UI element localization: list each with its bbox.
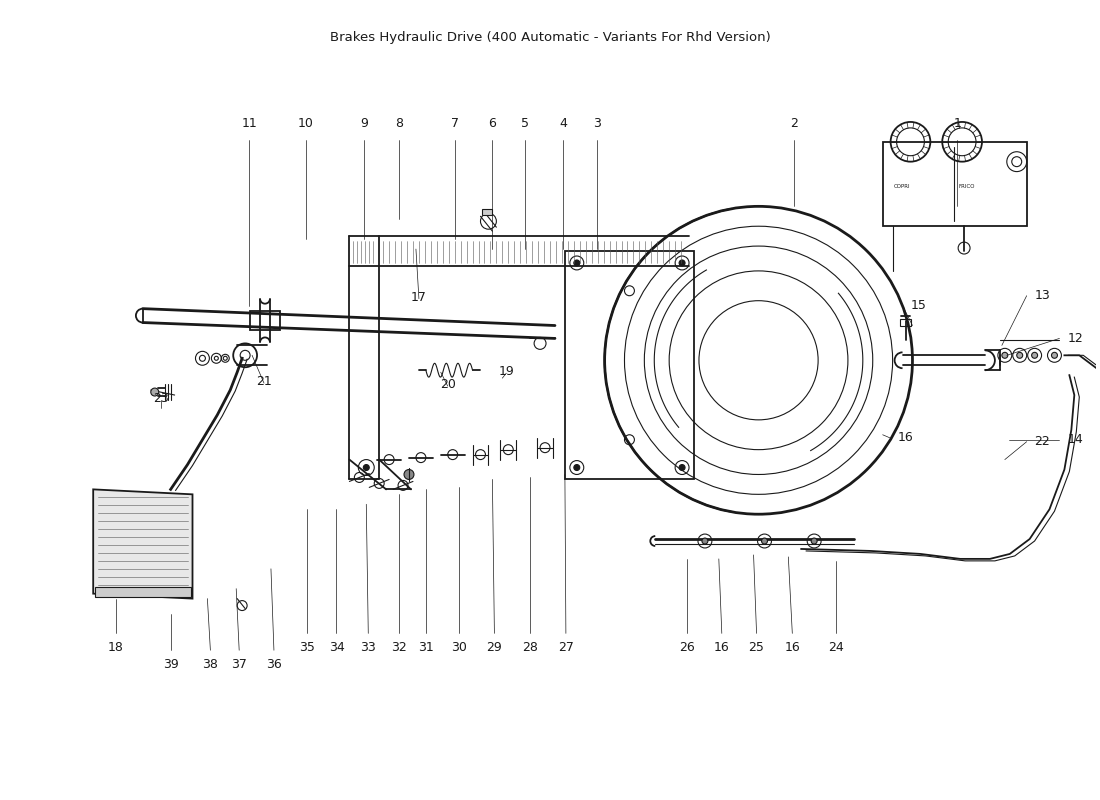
Text: 16: 16 <box>714 642 729 654</box>
Text: 21: 21 <box>256 375 272 388</box>
Text: 38: 38 <box>202 658 218 671</box>
Circle shape <box>1052 352 1057 358</box>
Circle shape <box>679 465 685 470</box>
Text: Brakes Hydraulic Drive (400 Automatic - Variants For Rhd Version): Brakes Hydraulic Drive (400 Automatic - … <box>330 31 770 44</box>
Circle shape <box>1032 352 1037 358</box>
Text: 23: 23 <box>153 392 168 405</box>
Text: 27: 27 <box>558 642 574 654</box>
Bar <box>96 586 190 597</box>
Text: 25: 25 <box>749 642 764 654</box>
Text: 8: 8 <box>395 117 403 130</box>
Text: 17: 17 <box>411 290 427 304</box>
Bar <box>250 310 279 330</box>
Polygon shape <box>94 490 192 598</box>
Circle shape <box>1016 352 1023 358</box>
Text: 22: 22 <box>1035 435 1050 448</box>
Text: 26: 26 <box>679 642 695 654</box>
Text: 33: 33 <box>361 642 376 654</box>
Circle shape <box>761 538 768 544</box>
Text: 16: 16 <box>784 642 800 654</box>
Text: 34: 34 <box>329 642 344 654</box>
Text: 31: 31 <box>418 642 433 654</box>
Text: 6: 6 <box>488 117 496 130</box>
Text: 28: 28 <box>522 642 538 654</box>
Text: 2: 2 <box>791 117 799 130</box>
Circle shape <box>151 388 158 396</box>
Circle shape <box>811 538 817 544</box>
Text: 20: 20 <box>440 378 455 391</box>
Circle shape <box>679 260 685 266</box>
Bar <box>882 142 1026 226</box>
Text: 9: 9 <box>361 117 368 130</box>
Text: 36: 36 <box>266 658 282 671</box>
Bar <box>483 210 493 215</box>
Text: 18: 18 <box>108 642 124 654</box>
Text: 37: 37 <box>231 658 248 671</box>
Text: 19: 19 <box>498 366 514 378</box>
Text: 32: 32 <box>392 642 407 654</box>
Text: 16: 16 <box>898 431 913 444</box>
Text: 30: 30 <box>451 642 466 654</box>
Bar <box>565 251 694 479</box>
Bar <box>900 318 912 326</box>
Text: 35: 35 <box>299 642 315 654</box>
Circle shape <box>574 260 580 266</box>
Circle shape <box>574 465 580 470</box>
Text: 7: 7 <box>451 117 459 130</box>
Text: FRICO: FRICO <box>959 185 976 190</box>
Circle shape <box>404 470 414 479</box>
Text: 1: 1 <box>954 117 961 130</box>
Text: 5: 5 <box>521 117 529 130</box>
Text: 11: 11 <box>241 117 257 130</box>
Text: 39: 39 <box>163 658 178 671</box>
Text: 29: 29 <box>486 642 503 654</box>
Text: COPRI: COPRI <box>894 185 911 190</box>
Text: 13: 13 <box>1035 290 1050 302</box>
Text: 3: 3 <box>593 117 601 130</box>
Text: 4: 4 <box>559 117 566 130</box>
Text: 12: 12 <box>1067 332 1084 345</box>
Circle shape <box>702 538 708 544</box>
Circle shape <box>1002 352 1008 358</box>
Text: 24: 24 <box>828 642 844 654</box>
Text: 10: 10 <box>298 117 314 130</box>
Text: 14: 14 <box>1067 434 1084 446</box>
Circle shape <box>363 465 370 470</box>
Text: 15: 15 <box>911 299 926 312</box>
